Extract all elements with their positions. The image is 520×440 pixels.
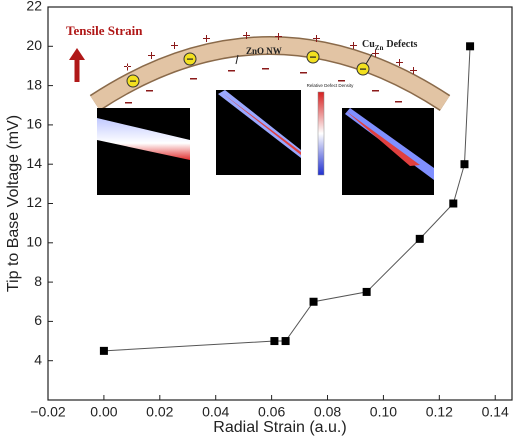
annotation: ZnO NW bbox=[246, 46, 282, 56]
defects bbox=[126, 50, 370, 88]
nanowire bbox=[90, 37, 450, 110]
x-tick-label: −0.02 bbox=[30, 404, 66, 420]
data-point bbox=[466, 42, 475, 51]
data-point bbox=[449, 199, 458, 208]
inset-image bbox=[216, 90, 301, 175]
y-tick-label: 14 bbox=[26, 155, 42, 171]
inset-streak bbox=[218, 90, 301, 158]
data-point bbox=[270, 337, 279, 346]
annotation: Relative Defect Density bbox=[307, 83, 355, 88]
data-point bbox=[281, 337, 290, 346]
colorbar bbox=[317, 91, 325, 176]
data-point bbox=[309, 297, 318, 306]
y-tick-label: 4 bbox=[34, 351, 42, 367]
x-tick-label: 0.10 bbox=[370, 404, 397, 420]
inset-streak bbox=[346, 111, 420, 166]
data-point bbox=[460, 160, 469, 169]
y-tick-label: 8 bbox=[34, 273, 42, 289]
x-tick-label: 0.08 bbox=[314, 404, 341, 420]
y-tick-label: 10 bbox=[26, 234, 42, 250]
x-tick-label: 0.04 bbox=[202, 404, 229, 420]
y-tick-label: 20 bbox=[26, 37, 42, 53]
annotation-part: Defects bbox=[386, 39, 417, 50]
annotation: Tensile Strain bbox=[66, 23, 143, 38]
x-tick-label: 0.06 bbox=[258, 404, 285, 420]
nw-pointer bbox=[235, 54, 239, 65]
x-tick-label: 0.02 bbox=[146, 404, 173, 420]
data-point bbox=[362, 287, 371, 296]
inset bbox=[69, 32, 451, 195]
x-axis-title: Radial Strain (a.u.) bbox=[213, 419, 346, 436]
x-tick-label: 0.14 bbox=[482, 404, 509, 420]
y-tick-label: 6 bbox=[34, 312, 42, 328]
y-tick-label: 16 bbox=[26, 116, 42, 132]
y-tick-label: 12 bbox=[26, 194, 42, 210]
y-tick-label: 18 bbox=[26, 76, 42, 92]
y-tick-label: 22 bbox=[26, 0, 42, 14]
defect-pointer bbox=[365, 53, 373, 65]
x-tick-label: 0.00 bbox=[90, 404, 117, 420]
data-point bbox=[99, 346, 108, 355]
annotation: CuZn Defects bbox=[362, 39, 418, 51]
minus-signs bbox=[125, 68, 402, 104]
annotation-part: Zn bbox=[375, 44, 384, 52]
x-tick-label: 0.12 bbox=[426, 404, 453, 420]
inset-streak bbox=[97, 118, 190, 160]
strain-arrowhead bbox=[69, 48, 85, 60]
data-point bbox=[415, 234, 424, 243]
inset-streak bbox=[222, 93, 301, 155]
plus-signs bbox=[124, 32, 417, 74]
y-axis-title: Tip to Base Voltage (mV) bbox=[5, 115, 22, 292]
annotation-part: Cu bbox=[362, 39, 375, 50]
